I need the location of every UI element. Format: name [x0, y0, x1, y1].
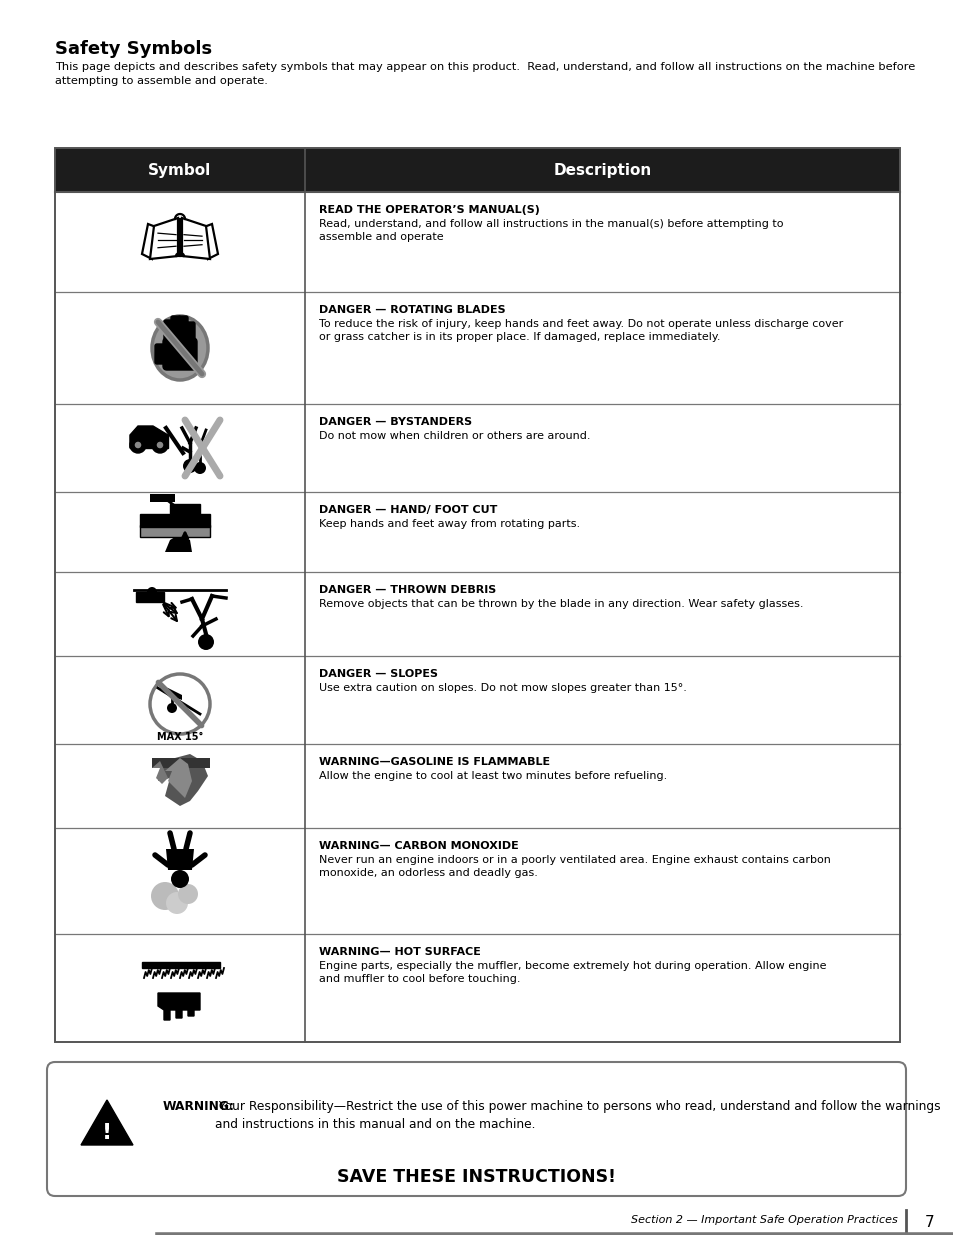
Text: Engine parts, especially the muffler, become extremely hot during operation. All: Engine parts, especially the muffler, be… [318, 961, 825, 984]
Bar [55, 148, 899, 1042]
Text: WARNING:: WARNING: [163, 1100, 234, 1113]
Text: 7: 7 [924, 1215, 934, 1230]
FancyBboxPatch shape [171, 316, 181, 345]
Text: Keep hands and feet away from rotating parts.: Keep hands and feet away from rotating p… [318, 519, 579, 529]
Polygon shape [140, 504, 210, 527]
Text: Symbol: Symbol [149, 163, 212, 178]
Bar [142, 962, 220, 968]
Polygon shape [165, 537, 192, 552]
Bar [140, 525, 210, 537]
Circle shape [150, 674, 210, 734]
Circle shape [130, 437, 146, 453]
Polygon shape [142, 224, 156, 259]
FancyBboxPatch shape [178, 316, 188, 345]
Polygon shape [150, 494, 174, 501]
Text: READ THE OPERATOR’S MANUAL(S): READ THE OPERATOR’S MANUAL(S) [318, 205, 539, 215]
Polygon shape [152, 761, 168, 784]
FancyBboxPatch shape [154, 345, 170, 364]
Polygon shape [130, 426, 168, 448]
Polygon shape [166, 848, 193, 869]
Text: DANGER — ROTATING BLADES: DANGER — ROTATING BLADES [318, 305, 505, 315]
Bar [152, 758, 210, 768]
FancyBboxPatch shape [164, 320, 173, 345]
Text: Your Responsibility—Restrict the use of this power machine to persons who read, : Your Responsibility—Restrict the use of … [214, 1100, 940, 1130]
Text: !: ! [102, 1123, 112, 1144]
Text: DANGER — HAND/ FOOT CUT: DANGER — HAND/ FOOT CUT [318, 505, 497, 515]
Polygon shape [81, 1100, 132, 1145]
Text: Section 2 — Important Safe Operation Practices: Section 2 — Important Safe Operation Pra… [631, 1215, 897, 1225]
FancyBboxPatch shape [163, 338, 196, 370]
Text: Never run an engine indoors or in a poorly ventilated area. Engine exhaust conta: Never run an engine indoors or in a poor… [318, 855, 830, 878]
Circle shape [156, 441, 164, 450]
Text: SAVE THESE INSTRUCTIONS!: SAVE THESE INSTRUCTIONS! [336, 1168, 616, 1186]
Text: Description: Description [553, 163, 651, 178]
Circle shape [178, 884, 198, 904]
Polygon shape [160, 685, 182, 700]
Text: WARNING—GASOLINE IS FLAMMABLE: WARNING—GASOLINE IS FLAMMABLE [318, 757, 550, 767]
Circle shape [151, 882, 179, 910]
Polygon shape [158, 993, 200, 1020]
Circle shape [171, 869, 189, 888]
Text: Remove objects that can be thrown by the blade in any direction. Wear safety gla: Remove objects that can be thrown by the… [318, 599, 802, 609]
Circle shape [193, 462, 206, 474]
Text: Do not mow when children or others are around.: Do not mow when children or others are a… [318, 431, 590, 441]
Circle shape [152, 437, 168, 453]
Text: Allow the engine to cool at least two minutes before refueling.: Allow the engine to cool at least two mi… [318, 771, 666, 781]
Text: Use extra caution on slopes. Do not mow slopes greater than 15°.: Use extra caution on slopes. Do not mow … [318, 683, 686, 693]
Polygon shape [165, 758, 192, 798]
Circle shape [133, 441, 142, 450]
Ellipse shape [152, 316, 208, 380]
Circle shape [172, 851, 188, 867]
Text: To reduce the risk of injury, keep hands and feet away. Do not operate unless di: To reduce the risk of injury, keep hands… [318, 319, 842, 342]
Bar [130, 435, 168, 448]
Text: DANGER — BYSTANDERS: DANGER — BYSTANDERS [318, 417, 472, 427]
Circle shape [167, 703, 177, 713]
FancyBboxPatch shape [47, 1062, 905, 1195]
Circle shape [147, 587, 157, 597]
Polygon shape [150, 219, 178, 259]
Bar [136, 592, 164, 601]
Circle shape [166, 892, 188, 914]
Text: DANGER — THROWN DEBRIS: DANGER — THROWN DEBRIS [318, 585, 496, 595]
Bar [55, 148, 899, 191]
Text: This page depicts and describes safety symbols that may appear on this product. : This page depicts and describes safety s… [55, 62, 914, 86]
FancyBboxPatch shape [185, 322, 194, 345]
Text: MAX 15°: MAX 15° [156, 732, 203, 742]
Circle shape [183, 459, 196, 473]
Text: WARNING— HOT SURFACE: WARNING— HOT SURFACE [318, 947, 480, 957]
Text: WARNING— CARBON MONOXIDE: WARNING— CARBON MONOXIDE [318, 841, 518, 851]
Text: DANGER — SLOPES: DANGER — SLOPES [318, 669, 437, 679]
Polygon shape [204, 224, 218, 259]
Text: Safety Symbols: Safety Symbols [55, 40, 212, 58]
Text: Read, understand, and follow all instructions in the manual(s) before attempting: Read, understand, and follow all instruc… [318, 219, 782, 242]
Circle shape [198, 634, 213, 650]
Polygon shape [182, 219, 210, 259]
Polygon shape [152, 755, 208, 806]
